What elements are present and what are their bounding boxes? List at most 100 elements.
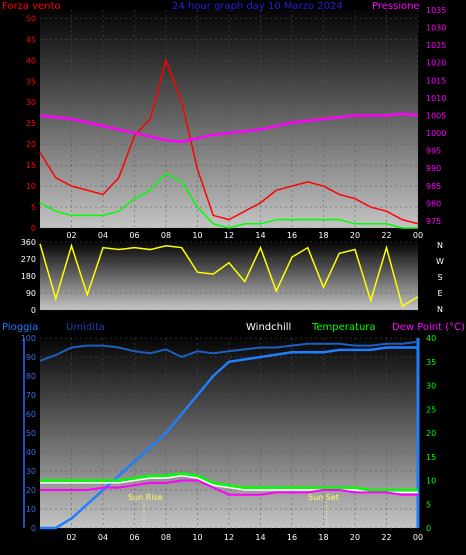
temperature-tick-label: 10: [426, 477, 436, 486]
direction-tick-label: 180: [21, 272, 36, 281]
wind-base-line: [39, 172, 418, 229]
temp-panel-ticks: 0 10 20 30 40 50 60 70 80 90 100 0 5 10 15 20 25 30 35 40 02…: [21, 334, 436, 542]
wind-panel-plot: [39, 57, 419, 229]
temperature-tick-label: 25: [426, 405, 436, 414]
hour-tick-label: 14: [255, 533, 265, 542]
temperature-tick-label: 0: [426, 524, 431, 533]
pressure-tick-label: 1010: [426, 94, 446, 103]
hour-tick-label: 02: [66, 533, 76, 542]
temperature-line: [40, 472, 418, 492]
humidity-tick-label: 90: [26, 353, 36, 362]
pressure-tick-label: 975: [426, 217, 441, 226]
pressure-tick-label: 1020: [426, 59, 446, 68]
pressure-tick-label: 990: [426, 164, 441, 173]
hour-tick-label: 08: [161, 231, 171, 240]
humidity-tick-label: 70: [26, 391, 36, 400]
humidity-tick-label: 20: [26, 486, 36, 495]
hour-tick-label: 20: [350, 533, 360, 542]
wind-tick-label: 45: [26, 35, 36, 44]
humidity-tick-label: 40: [26, 448, 36, 457]
hour-tick-label: 22: [381, 231, 391, 240]
wind-tick-label: 30: [26, 98, 36, 107]
wind-direction-line: [39, 243, 419, 308]
wind-panel-ticks: 0510152025303540455097598098599099510001…: [26, 6, 447, 240]
hour-tick-label: 12: [224, 533, 234, 542]
compass-tick-label: N: [437, 241, 443, 250]
humidity-tick-label: 0: [31, 524, 36, 533]
pressure-tick-label: 1035: [426, 6, 446, 15]
temperature-legend: Temperatura: [311, 322, 376, 333]
dewpoint-line: [40, 479, 418, 496]
hour-tick-label: 06: [129, 231, 139, 240]
temp-panel-plot: [39, 340, 419, 530]
direction-tick-label: 0: [31, 306, 36, 315]
direction-panel-plot: [39, 243, 419, 308]
compass-tick-label: S: [437, 273, 442, 282]
hour-tick-label: 16: [287, 231, 297, 240]
compass-tick-label: W: [436, 257, 444, 266]
pressure-tick-label: 1000: [426, 129, 446, 138]
rain-line: [40, 346, 418, 530]
wind-tick-label: 25: [26, 119, 36, 128]
wind-tick-label: 50: [26, 14, 36, 23]
hour-tick-label: 08: [161, 533, 171, 542]
pressure-tick-label: 1005: [426, 111, 446, 120]
direction-tick-label: 270: [21, 255, 36, 264]
wind-axis-label: Forza vento: [2, 1, 61, 12]
compass-tick-label: E: [437, 289, 442, 298]
pressure-tick-label: 980: [426, 199, 441, 208]
hour-tick-label: 18: [318, 231, 328, 240]
temp-panel-grid: [23, 337, 420, 529]
humidity-tick-label: 50: [26, 429, 36, 438]
humidity-line: [39, 340, 419, 362]
hour-tick-label: 04: [98, 533, 108, 542]
wind-tick-label: 20: [26, 140, 36, 149]
hour-tick-label: 10: [192, 231, 202, 240]
humidity-tick-label: 60: [26, 410, 36, 419]
wind-tick-label: 5: [31, 203, 36, 212]
hour-tick-label: 14: [255, 231, 265, 240]
temperature-tick-label: 30: [426, 382, 436, 391]
wind-tick-label: 35: [26, 77, 36, 86]
rain-axis-label: Pioggia: [2, 322, 38, 333]
humidity-legend: Umidita: [66, 322, 105, 333]
humidity-tick-label: 100: [21, 334, 36, 343]
temperature-tick-label: 35: [426, 358, 436, 367]
hour-tick-label: 04: [98, 231, 108, 240]
hour-tick-label: 10: [192, 533, 202, 542]
hour-tick-label: 18: [318, 533, 328, 542]
humidity-tick-label: 30: [26, 467, 36, 476]
windchill-legend: Windchill: [246, 322, 291, 333]
pressure-tick-label: 1025: [426, 41, 446, 50]
pressure-tick-label: 1015: [426, 76, 446, 85]
wind-tick-label: 15: [26, 161, 36, 170]
humidity-tick-label: 80: [26, 372, 36, 381]
hour-tick-label: 00: [413, 231, 423, 240]
hour-tick-label: 12: [224, 231, 234, 240]
hour-tick-label: 00: [413, 533, 423, 542]
wind-tick-label: 0: [31, 224, 36, 233]
pressure-axis-label: Pressione: [372, 1, 420, 12]
compass-tick-label: N: [437, 305, 443, 314]
wind-tick-label: 10: [26, 182, 36, 191]
pressure-line: [39, 112, 419, 144]
pressure-tick-label: 1030: [426, 24, 446, 33]
temperature-tick-label: 5: [426, 500, 431, 509]
hour-tick-label: 22: [381, 533, 391, 542]
temperature-tick-label: 40: [426, 334, 436, 343]
temperature-tick-label: 15: [426, 453, 436, 462]
pressure-tick-label: 995: [426, 147, 441, 156]
chart-title: 24 hour graph day 10 Marzo 2024: [172, 1, 343, 12]
hour-tick-label: 16: [287, 533, 297, 542]
direction-panel-grid: [40, 241, 418, 311]
wind-panel-grid: [40, 10, 419, 229]
sun-set-label: Sun Set: [308, 493, 339, 502]
hour-tick-label: 06: [129, 533, 139, 542]
dewpoint-legend: Dew Point (°C): [392, 322, 465, 333]
sun-rise-label: Sun Rise: [128, 493, 163, 502]
direction-tick-label: 360: [21, 238, 36, 247]
wind-speed-line: [39, 57, 419, 225]
hour-tick-label: 20: [350, 231, 360, 240]
